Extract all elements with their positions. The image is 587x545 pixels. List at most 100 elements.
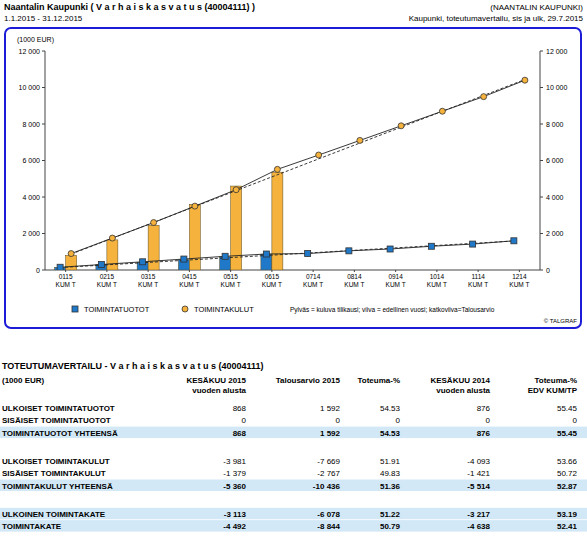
marker	[109, 235, 115, 241]
x-tick-label: KUM T	[262, 281, 282, 288]
marker	[439, 108, 445, 114]
x-tick	[189, 270, 190, 272]
table-cell: -1 379	[223, 469, 246, 478]
marker	[233, 187, 239, 193]
x-tick-label: 0914	[388, 273, 403, 280]
marker	[98, 262, 104, 268]
table-cell: -7 669	[317, 457, 340, 466]
table-cell: TOIMINTATUOTOT YHTEENSÄ	[2, 429, 118, 438]
x-tick-label: KUM T	[179, 281, 199, 288]
bar	[148, 225, 159, 270]
table-cell: TOIMINTAKATE	[2, 522, 62, 531]
x-tick-label: KUM T	[303, 281, 323, 288]
x-tick	[230, 270, 231, 272]
table-cell: 0	[486, 416, 491, 425]
column-header: Toteuma-%	[534, 376, 577, 385]
y2-tick-label: 0	[546, 267, 550, 274]
x-tick	[478, 270, 479, 272]
table-cell: 55.45	[557, 429, 578, 438]
y-tick	[42, 87, 45, 88]
table-cell: -3 217	[467, 510, 490, 519]
table-cell: 51.36	[380, 482, 401, 491]
column-header: Talousarvio 2015	[276, 376, 341, 385]
y2-tick-label: 10 000	[546, 84, 568, 91]
bar	[272, 172, 283, 270]
table-cell: 53.19	[557, 510, 578, 519]
table-cell: 1 592	[320, 429, 341, 438]
y-tick-label: 4 000	[22, 194, 40, 201]
table-cell: -5 514	[467, 482, 490, 491]
x-tick-label: KUM T	[427, 281, 447, 288]
budget-line	[60, 241, 514, 268]
legend-note: Pylväs = kuluva tilikausi; viiva = edell…	[290, 306, 495, 314]
x-tick-label: KUM T	[509, 281, 529, 288]
marker	[470, 241, 476, 247]
marker	[72, 306, 78, 312]
marker	[192, 203, 198, 209]
y2-tick	[540, 51, 543, 52]
table-cell: 0	[396, 416, 401, 425]
y-tick-label: 8 000	[22, 121, 40, 128]
x-axis	[45, 270, 540, 271]
table-cell: TOIMINTAKULUT YHTEENSÄ	[2, 482, 113, 491]
marker	[57, 264, 63, 270]
y-tick	[42, 197, 45, 198]
table-cell: 0	[336, 416, 341, 425]
table-cell: 876	[477, 404, 491, 413]
table-cell: 51.91	[380, 457, 401, 466]
x-tick-label: 1114	[471, 273, 485, 280]
table-cell: -4 638	[467, 522, 490, 531]
table-cell: -3 113	[224, 510, 247, 519]
y2-tick	[540, 233, 543, 234]
column-header: vuoden alusta	[436, 386, 490, 395]
table-cell: -10 436	[313, 482, 341, 491]
table-cell: 54.53	[380, 429, 401, 438]
x-tick-label: 0615	[265, 273, 280, 280]
table-cell: 49.83	[380, 469, 401, 478]
chart-frame	[5, 28, 581, 328]
y-tick	[42, 233, 45, 234]
table-cell: 50.72	[557, 469, 578, 478]
x-tick-label: 0415	[182, 273, 197, 280]
table-cell: SISÄISET TOIMINTAKULUT	[2, 469, 106, 478]
table-cell: 868	[233, 429, 247, 438]
y2-tick	[540, 124, 543, 125]
y-tick	[42, 270, 45, 271]
marker	[316, 152, 322, 158]
marker	[387, 246, 393, 252]
plot-area	[55, 77, 528, 270]
table-cell: 52.87	[557, 482, 578, 491]
table-cell: -1 421	[467, 469, 490, 478]
marker	[140, 259, 146, 265]
period: 1.1.2015 - 31.12.2015	[4, 14, 83, 23]
page-title: Naantalin Kaupunki ( V a r h a i s k a s…	[4, 2, 255, 12]
y2-tick-label: 8 000	[546, 121, 564, 128]
total-row-bg	[0, 520, 587, 532]
x-tick-label: 0515	[223, 273, 238, 280]
x-tick	[65, 270, 66, 272]
y2-tick-label: 2 000	[546, 230, 564, 237]
x-tick-label: 0714	[306, 273, 321, 280]
y2-tick	[540, 270, 543, 271]
y2-tick	[540, 197, 543, 198]
budget-line	[71, 80, 525, 255]
x-tick-label: 0115	[59, 273, 73, 280]
x-tick-label: 0315	[141, 273, 156, 280]
marker	[222, 253, 228, 259]
table-cell: 55.45	[557, 404, 578, 413]
y2-tick	[540, 160, 543, 161]
y2-tick-label: 6 000	[546, 157, 564, 164]
table-cell: 50.79	[380, 522, 401, 531]
table-cell: -4 492	[223, 522, 246, 531]
table-cell: -4 093	[467, 457, 490, 466]
marker	[182, 306, 188, 312]
legend-label: TOIMINTATUOTOT	[84, 305, 150, 314]
y-axis-label: (1000 EUR)	[17, 36, 54, 44]
total-row-bg	[0, 427, 587, 439]
x-tick-label: KUM T	[97, 281, 117, 288]
x-tick	[519, 270, 520, 272]
table-cell: ULKOISET TOIMINTATUOTOT	[2, 404, 115, 413]
table-cell: 1 592	[320, 404, 341, 413]
column-header: EDV KUM/TP	[528, 386, 578, 395]
table-cell: SISÄISET TOIMINTATUOTOT	[2, 416, 111, 425]
